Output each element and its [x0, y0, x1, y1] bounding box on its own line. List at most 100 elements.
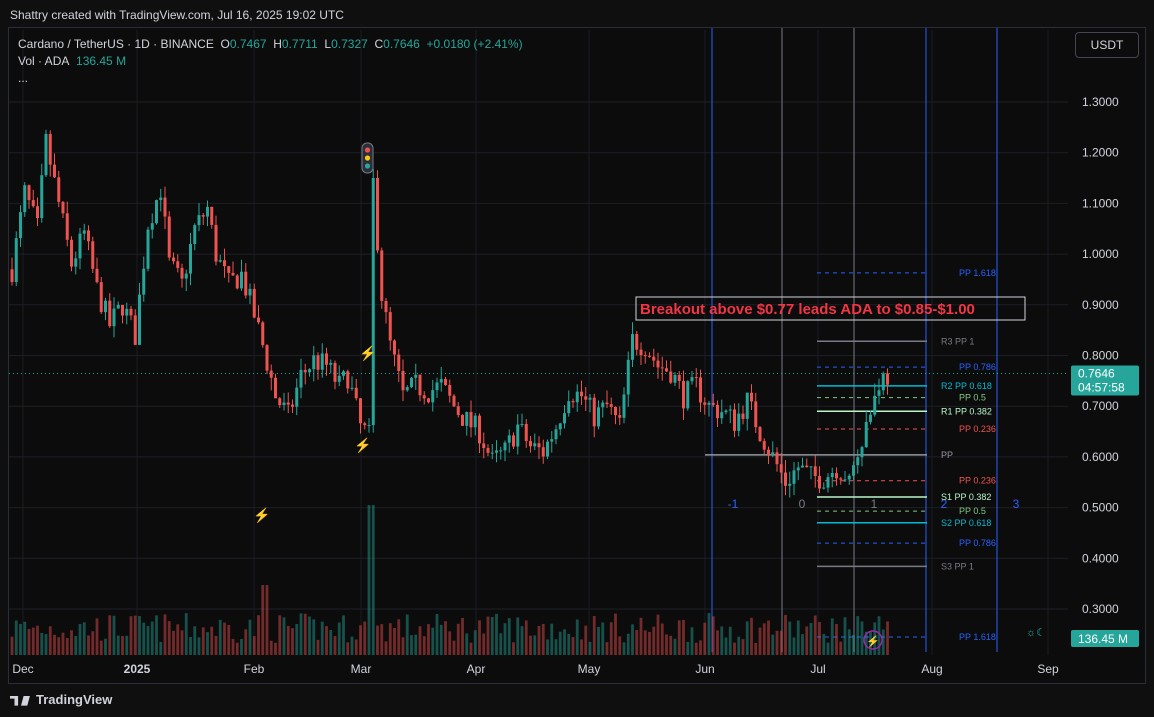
candle-body[interactable] — [74, 258, 78, 267]
candle-body[interactable] — [189, 243, 192, 274]
candle-body[interactable] — [201, 215, 205, 217]
candle-body[interactable] — [469, 412, 473, 428]
candle-body[interactable] — [550, 439, 554, 442]
candle-body[interactable] — [57, 177, 61, 202]
candle-body[interactable] — [133, 315, 137, 345]
candle-body[interactable] — [524, 423, 528, 442]
candle-body[interactable] — [435, 382, 439, 391]
candle-body[interactable] — [614, 407, 617, 416]
candle-body[interactable] — [121, 304, 124, 316]
candle-body[interactable] — [830, 473, 834, 478]
candle-body[interactable] — [295, 387, 299, 407]
candle-body[interactable] — [150, 223, 154, 230]
candle-body[interactable] — [227, 266, 231, 273]
candle-body[interactable] — [473, 415, 477, 428]
candle-body[interactable] — [779, 464, 783, 473]
candle-body[interactable] — [541, 447, 545, 457]
candle-body[interactable] — [792, 470, 796, 484]
candle-body[interactable] — [163, 197, 167, 217]
candle-body[interactable] — [286, 402, 290, 405]
candle-body[interactable] — [631, 334, 634, 360]
candle-body[interactable] — [478, 415, 481, 444]
candle-body[interactable] — [218, 260, 222, 262]
candle-body[interactable] — [690, 377, 694, 382]
candle-body[interactable] — [771, 452, 775, 455]
candle-body[interactable] — [529, 441, 532, 447]
candle-body[interactable] — [439, 379, 443, 383]
candle-body[interactable] — [397, 354, 401, 371]
candle-body[interactable] — [414, 374, 418, 378]
candle-body[interactable] — [520, 423, 524, 425]
candle-body[interactable] — [346, 371, 350, 389]
candle-body[interactable] — [48, 134, 52, 165]
candle-body[interactable] — [278, 398, 282, 406]
candle-body[interactable] — [537, 443, 541, 448]
candle-body[interactable] — [533, 443, 537, 447]
candle-body[interactable] — [609, 404, 613, 408]
candle-body[interactable] — [456, 406, 460, 415]
candle-body[interactable] — [495, 450, 498, 453]
candle-body[interactable] — [363, 423, 367, 426]
candle-body[interactable] — [737, 413, 741, 431]
candle-body[interactable] — [835, 473, 838, 479]
candle-body[interactable] — [873, 395, 877, 415]
candle-body[interactable] — [652, 356, 656, 361]
candle-body[interactable] — [563, 413, 566, 424]
candle-body[interactable] — [350, 387, 354, 389]
candle-body[interactable] — [61, 201, 65, 214]
candle-body[interactable] — [333, 362, 337, 382]
candle-body[interactable] — [422, 395, 426, 399]
quote-currency-button[interactable]: USDT — [1075, 32, 1139, 58]
candle-body[interactable] — [53, 164, 56, 178]
candle-body[interactable] — [180, 267, 184, 279]
candle-body[interactable] — [167, 216, 171, 258]
candle-body[interactable] — [805, 465, 809, 468]
candle-body[interactable] — [886, 373, 889, 385]
candle-body[interactable] — [597, 407, 600, 427]
candle-body[interactable] — [546, 441, 549, 457]
candle-body[interactable] — [376, 177, 379, 251]
candle-body[interactable] — [580, 391, 583, 397]
candle-body[interactable] — [252, 288, 256, 318]
candle-body[interactable] — [767, 449, 770, 455]
candle-body[interactable] — [575, 391, 579, 403]
candle-body[interactable] — [65, 213, 69, 240]
candle-body[interactable] — [231, 272, 235, 276]
candle-body[interactable] — [371, 177, 375, 426]
candle-body[interactable] — [359, 398, 362, 424]
candle-body[interactable] — [261, 322, 265, 346]
candle-body[interactable] — [172, 257, 175, 262]
candle-body[interactable] — [112, 308, 116, 327]
candle-body[interactable] — [699, 377, 702, 403]
candle-body[interactable] — [881, 373, 885, 391]
candle-body[interactable] — [380, 250, 384, 301]
candle-body[interactable] — [405, 387, 409, 391]
candle-body[interactable] — [682, 381, 685, 409]
tradingview-logo[interactable]: TradingView — [10, 692, 112, 707]
candle-body[interactable] — [839, 478, 843, 480]
legend-more[interactable]: ... — [18, 71, 29, 85]
candle-body[interactable] — [214, 224, 218, 262]
candle-body[interactable] — [703, 402, 707, 405]
candle-body[interactable] — [639, 349, 643, 356]
candle-body[interactable] — [626, 359, 630, 395]
candle-body[interactable] — [384, 300, 388, 313]
candle-body[interactable] — [852, 465, 855, 476]
candle-body[interactable] — [499, 450, 503, 452]
candle-body[interactable] — [635, 334, 639, 350]
candle-body[interactable] — [656, 360, 660, 368]
candle-body[interactable] — [431, 390, 435, 403]
candle-body[interactable] — [516, 424, 520, 447]
candle-body[interactable] — [393, 340, 396, 355]
candle-body[interactable] — [95, 268, 99, 283]
candle-body[interactable] — [507, 435, 511, 443]
candle-body[interactable] — [512, 435, 515, 447]
candle-body[interactable] — [10, 269, 14, 282]
candle-body[interactable] — [184, 273, 188, 279]
candle-body[interactable] — [444, 379, 447, 386]
candle-body[interactable] — [622, 394, 626, 418]
candle-body[interactable] — [448, 385, 452, 396]
candle-body[interactable] — [70, 239, 73, 267]
candle-body[interactable] — [592, 397, 596, 427]
candle-body[interactable] — [571, 401, 575, 403]
